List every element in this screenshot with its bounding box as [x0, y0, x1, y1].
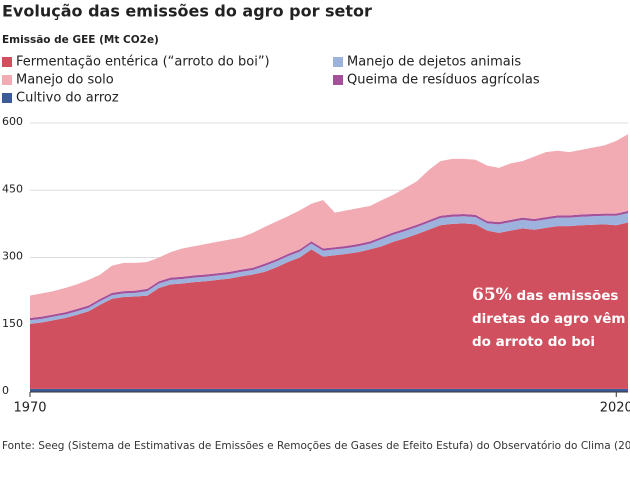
legend-label: Manejo do solo: [16, 73, 114, 88]
annotation-text: das emissões diretas do agro vêm do arro…: [472, 288, 626, 350]
area: [30, 213, 628, 324]
x-tick-label: 2020: [600, 401, 630, 416]
y-tick-label: 150: [2, 317, 23, 330]
source: Fonte: Seeg (Sistema de Estimativas de E…: [2, 440, 630, 452]
legend-label: Fermentação entérica (“arroto do boi”): [16, 55, 270, 70]
area: [30, 134, 628, 319]
y-tick-label: 0: [2, 384, 9, 397]
legend-swatch: [2, 93, 12, 103]
area: [30, 222, 628, 389]
y-tick-label: 450: [2, 182, 23, 195]
y-tick-label: 600: [2, 115, 23, 128]
area: [30, 388, 628, 392]
legend-label: Manejo de dejetos animais: [347, 55, 521, 70]
legend-swatch: [2, 57, 12, 67]
annotation: 65% das emissões diretas do agro vêm do …: [472, 284, 630, 354]
legend-label: Cultivo do arroz: [16, 91, 119, 106]
x-tick-label: 1970: [13, 401, 46, 416]
annotation-highlight: 65%: [472, 285, 512, 305]
legend-swatch: [2, 75, 12, 85]
chart-subtitle: Emissão de GEE (Mt CO2e): [2, 34, 159, 46]
legend-swatch: [333, 57, 343, 67]
y-tick-label: 300: [2, 250, 23, 263]
legend-swatch: [333, 75, 343, 85]
chart-title: Evolução das emissões do agro por setor: [2, 2, 372, 21]
legend-label: Queima de resíduos agrícolas: [347, 73, 540, 88]
